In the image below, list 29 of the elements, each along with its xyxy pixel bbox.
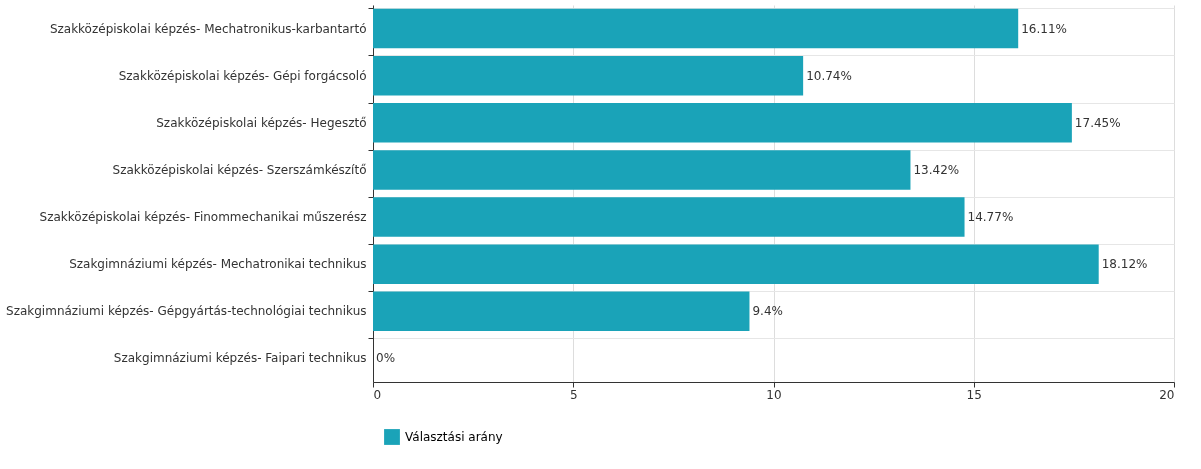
y-tick-label: Szakközépiskolai képzés- Finommechanikai műszerész [39, 210, 367, 225]
data-label: 18.12% [1101, 257, 1148, 272]
bar [373, 150, 911, 190]
bar [373, 291, 750, 332]
y-tick-label: Szakközépiskolai képzés- Szerszámkészítő [112, 162, 367, 177]
data-label: 9.4% [752, 304, 783, 319]
y-tick-label: Szakgimnáziumi képzés- Faipari technikus [113, 351, 367, 366]
bar [373, 244, 1099, 284]
data-label: 17.45% [1074, 115, 1121, 130]
legend-label: Választási arány [405, 430, 503, 444]
data-label: 10.74% [806, 68, 852, 83]
x-tick-label: 20 [1159, 387, 1175, 402]
y-tick-label: Szakgimnáziumi képzés- Mechatronikai technikus [69, 257, 367, 272]
data-label: 0% [376, 351, 396, 366]
bar [373, 55, 804, 96]
y-tick-label: Szakközépiskolai képzés- Mechatronikus-karbantartó [49, 21, 367, 36]
data-label: 13.42% [913, 162, 960, 177]
x-tick-label: 5 [569, 387, 578, 402]
y-tick-label: Szakközépiskolai képzés- Gépi forgácsoló [118, 68, 367, 83]
bar [373, 103, 1072, 143]
x-tick-label: 10 [766, 387, 782, 402]
data-label: 14.77% [967, 210, 1014, 225]
x-tick-label: 0 [373, 387, 382, 402]
data-label: 16.11% [1021, 21, 1067, 36]
y-tick-label: Szakközépiskolai képzés- Hegesztő [156, 115, 367, 130]
x-tick-label: 15 [966, 387, 982, 402]
y-tick-label: Szakgimnáziumi képzés- Gépgyártás-technológiai technikus [6, 304, 367, 319]
bar [373, 197, 965, 237]
bar [373, 8, 1019, 49]
